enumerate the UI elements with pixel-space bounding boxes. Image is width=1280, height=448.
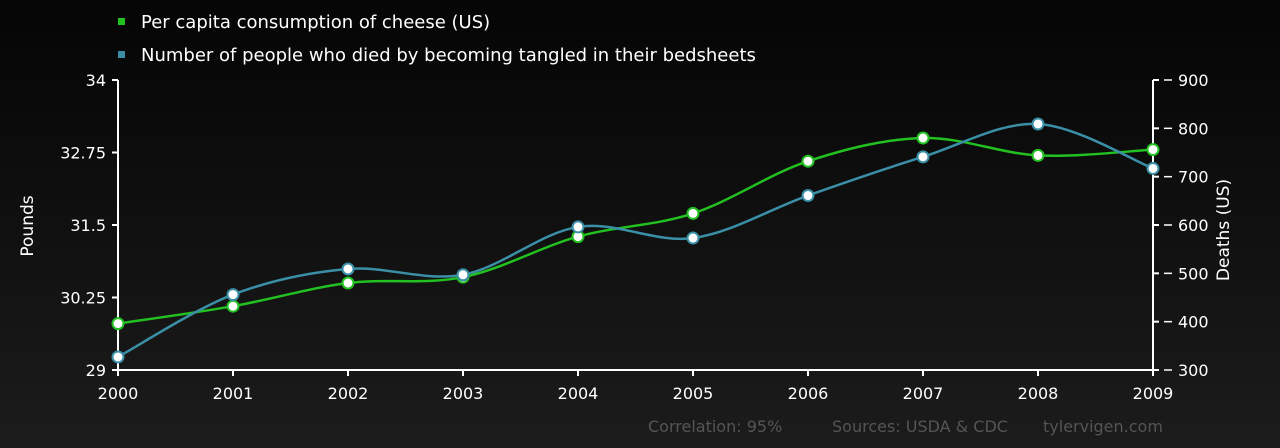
data-point-bedsheets <box>226 288 240 302</box>
legend-label-bedsheets: Number of people who died by becoming ta… <box>141 45 756 66</box>
data-point-bedsheets <box>456 268 470 282</box>
y-right-tick-label: 700 <box>1178 168 1209 187</box>
y-left-tick-label: 29 <box>86 361 106 380</box>
y-right-tick-label: 300 <box>1178 361 1209 380</box>
data-point-bedsheets <box>1031 117 1045 131</box>
x-tick-label: 2004 <box>558 384 599 403</box>
y-right-tick-label: 800 <box>1178 119 1209 138</box>
legend-swatch-bedsheets <box>118 51 125 58</box>
data-point-bedsheets <box>341 262 355 276</box>
footer-site: tylervigen.com <box>1043 417 1163 436</box>
data-point-cheese <box>226 299 240 313</box>
x-tick-label: 2001 <box>213 384 254 403</box>
x-tick-label: 2006 <box>788 384 829 403</box>
y-left-tick-label: 32.75 <box>60 144 106 163</box>
footer: Correlation: 95% Sources: USDA & CDC tyl… <box>648 417 1163 436</box>
data-point-cheese <box>111 317 125 331</box>
legend-swatch-cheese <box>118 18 125 25</box>
data-point-cheese <box>1146 143 1160 157</box>
data-point-cheese <box>686 206 700 220</box>
y-left-tick-label: 31.5 <box>70 216 106 235</box>
series-points <box>111 117 1160 364</box>
x-tick-label: 2007 <box>903 384 944 403</box>
series-lines <box>117 122 1154 359</box>
series-line-bedsheets <box>117 122 1154 359</box>
x-tick-label: 2008 <box>1018 384 1059 403</box>
footer-correlation: Correlation: 95% <box>648 417 782 436</box>
x-tick-label: 2005 <box>673 384 714 403</box>
footer-sources: Sources: USDA & CDC <box>832 417 1008 436</box>
legend: Per capita consumption of cheese (US) Nu… <box>118 12 756 66</box>
series-line-cheese <box>117 136 1154 325</box>
x-tick-label: 2000 <box>98 384 139 403</box>
data-point-bedsheets <box>111 350 125 364</box>
data-point-bedsheets <box>1146 161 1160 175</box>
y-axis-title-right: Deaths (US) <box>1214 179 1234 281</box>
y-right-tick-label: 500 <box>1178 264 1209 283</box>
data-point-bedsheets <box>571 220 585 234</box>
data-point-bedsheets <box>916 150 930 164</box>
y-right-tick-label: 600 <box>1178 216 1209 235</box>
y-right-tick-label: 400 <box>1178 313 1209 332</box>
legend-label-cheese: Per capita consumption of cheese (US) <box>141 12 490 33</box>
data-point-cheese <box>1031 148 1045 162</box>
y-left-tick-label: 30.25 <box>60 289 106 308</box>
ticks: 29 30.25 31.5 32.75 34 300 400 500 600 700 800 900 2… <box>60 71 1208 403</box>
legend-item-cheese: Per capita consumption of cheese (US) <box>118 12 490 33</box>
x-tick-label: 2003 <box>443 384 484 403</box>
x-tick-label: 2009 <box>1133 384 1174 403</box>
data-point-bedsheets <box>686 231 700 245</box>
data-point-cheese <box>341 276 355 290</box>
x-tick-label: 2002 <box>328 384 369 403</box>
legend-item-bedsheets: Number of people who died by becoming ta… <box>118 45 756 66</box>
y-left-tick-label: 34 <box>86 71 106 90</box>
data-point-cheese <box>801 154 815 168</box>
data-point-cheese <box>916 131 930 145</box>
data-point-bedsheets <box>801 189 815 203</box>
y-axis-title-left: Pounds <box>18 195 38 256</box>
y-right-tick-label: 900 <box>1178 71 1209 90</box>
